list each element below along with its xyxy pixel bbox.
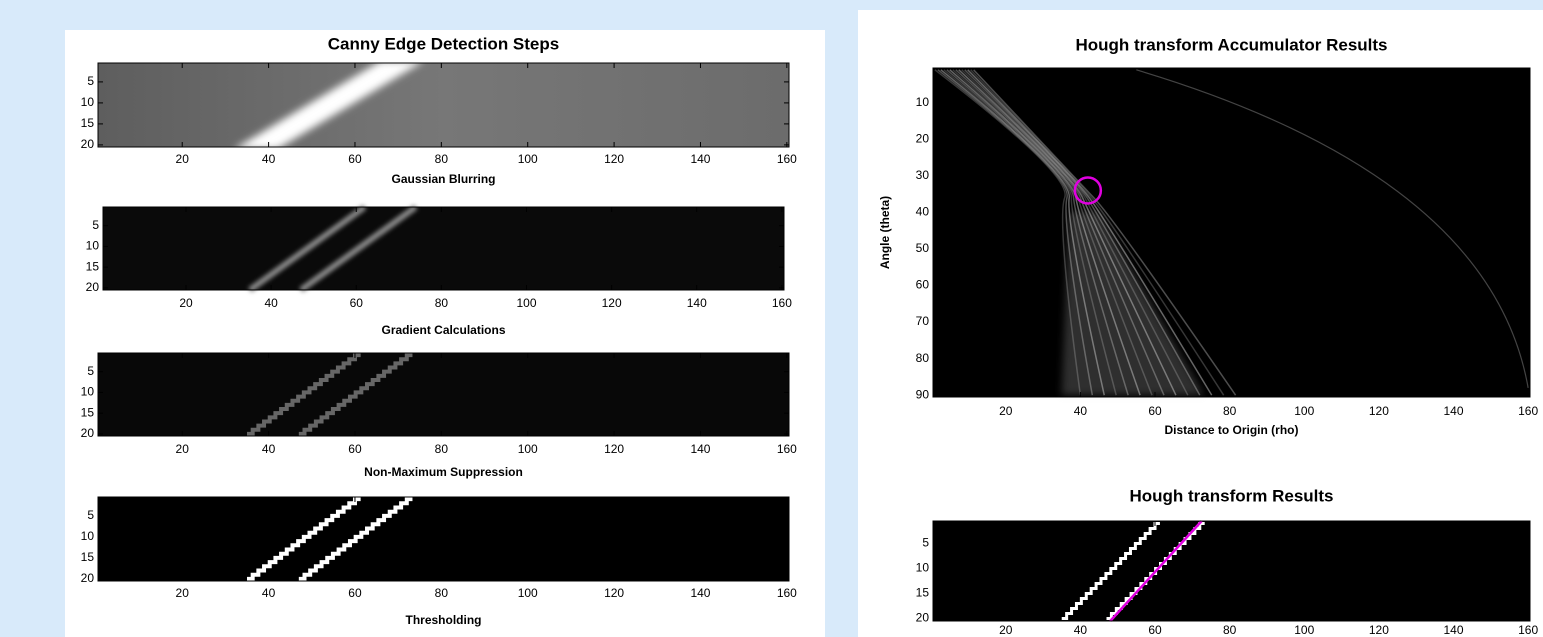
x-tick-label: 60 <box>348 442 362 456</box>
x-tick-label: 20 <box>176 442 190 456</box>
y-tick-label: 10 <box>86 239 100 253</box>
y-tick-label: 15 <box>81 405 95 419</box>
x-tick-label: 60 <box>348 152 362 166</box>
x-tick-label: 80 <box>435 296 449 310</box>
y-tick-label: 15 <box>916 586 930 600</box>
x-tick-label: 160 <box>1518 623 1538 637</box>
x-tick-label: 140 <box>690 442 710 456</box>
image-bg <box>98 63 789 147</box>
y-tick-label: 10 <box>916 561 930 575</box>
y-tick-label: 60 <box>916 278 930 292</box>
y-tick-label: 10 <box>916 95 930 109</box>
x-tick-label: 20 <box>999 623 1013 637</box>
x-tick-label: 80 <box>1223 623 1237 637</box>
x-tick-label: 40 <box>262 586 276 600</box>
x-tick-label: 100 <box>518 152 538 166</box>
x-tick-label: 100 <box>516 296 536 310</box>
y-tick-label: 80 <box>916 351 930 365</box>
x-tick-label: 160 <box>1518 404 1538 418</box>
y-tick-label: 20 <box>916 611 930 625</box>
x-tick-label: 160 <box>777 442 797 456</box>
x-tick-label: 40 <box>264 296 278 310</box>
image-bg <box>103 207 784 290</box>
y-tick-label: 5 <box>87 508 94 522</box>
y-tick-label: 50 <box>916 241 930 255</box>
y-tick-label: 40 <box>916 205 930 219</box>
x-tick-label: 80 <box>435 586 449 600</box>
x-tick-label: 120 <box>604 152 624 166</box>
chart-title: Hough transform Accumulator Results <box>1075 35 1387 54</box>
x-tick-label: 20 <box>176 152 190 166</box>
x-tick-label: 60 <box>350 296 364 310</box>
y-tick-label: 10 <box>81 95 95 109</box>
x-tick-label: 40 <box>1074 623 1088 637</box>
x-axis-label: Thresholding <box>406 613 482 627</box>
x-tick-label: 60 <box>1148 623 1162 637</box>
y-tick-label: 90 <box>916 387 930 401</box>
image-bg <box>98 353 789 436</box>
y-tick-label: 5 <box>92 218 99 232</box>
x-axis-label: Distance to Origin (rho) <box>1164 423 1298 437</box>
y-tick-label: 20 <box>81 426 95 440</box>
figure: 20 40 60 80 100 120 140 160 5 10 15 20 Canny Edge De… <box>0 0 1543 637</box>
y-tick-label: 5 <box>87 364 94 378</box>
x-tick-label: 160 <box>777 152 797 166</box>
y-tick-label: 20 <box>81 137 95 151</box>
x-tick-label: 100 <box>518 586 538 600</box>
x-axis-label: Non-Maximum Suppression <box>364 465 523 479</box>
axes: 20 40 60 80 100 120 140 160 10 20 30 40 50 60 70 80 90 Ho… <box>878 35 1538 437</box>
chart-title: Hough transform Results <box>1129 486 1333 505</box>
x-tick-label: 20 <box>179 296 193 310</box>
x-tick-label: 120 <box>604 442 624 456</box>
y-tick-label: 20 <box>86 280 100 294</box>
y-tick-label: 5 <box>87 74 94 88</box>
x-tick-label: 140 <box>690 152 710 166</box>
y-tick-label: 15 <box>81 116 95 130</box>
y-tick-label: 15 <box>86 259 100 273</box>
x-tick-label: 80 <box>1223 404 1237 418</box>
y-tick-label: 10 <box>81 385 95 399</box>
x-tick-label: 60 <box>1148 404 1162 418</box>
x-tick-label: 40 <box>262 152 276 166</box>
x-tick-label: 120 <box>602 296 622 310</box>
y-tick-label: 70 <box>916 314 930 328</box>
x-tick-label: 140 <box>1443 404 1463 418</box>
y-tick-label: 10 <box>81 529 95 543</box>
x-tick-label: 20 <box>176 586 190 600</box>
x-tick-label: 40 <box>262 442 276 456</box>
x-tick-label: 60 <box>348 586 362 600</box>
x-axis-label: Gaussian Blurring <box>391 172 495 186</box>
y-tick-label: 5 <box>922 536 929 550</box>
x-tick-label: 140 <box>690 586 710 600</box>
x-tick-label: 40 <box>1074 404 1088 418</box>
x-tick-label: 120 <box>604 586 624 600</box>
y-tick-label: 20 <box>81 571 95 585</box>
y-tick-label: 15 <box>81 550 95 564</box>
image-bg <box>98 497 789 581</box>
x-tick-label: 140 <box>1443 623 1463 637</box>
x-axis-label: Gradient Calculations <box>381 323 505 337</box>
image-bg <box>933 68 1530 397</box>
x-tick-label: 80 <box>435 152 449 166</box>
x-tick-label: 100 <box>1294 404 1314 418</box>
x-tick-label: 120 <box>1369 404 1389 418</box>
x-tick-label: 160 <box>777 586 797 600</box>
x-tick-label: 160 <box>772 296 792 310</box>
y-axis-label: Angle (theta) <box>878 196 892 269</box>
chart-title: Canny Edge Detection Steps <box>328 34 559 53</box>
y-tick-label: 20 <box>916 131 930 145</box>
x-tick-label: 140 <box>687 296 707 310</box>
x-tick-label: 120 <box>1369 623 1389 637</box>
x-tick-label: 100 <box>518 442 538 456</box>
x-tick-label: 100 <box>1294 623 1314 637</box>
image-bg <box>933 521 1530 621</box>
x-tick-label: 20 <box>999 404 1013 418</box>
x-tick-label: 80 <box>435 442 449 456</box>
y-tick-label: 30 <box>916 168 930 182</box>
